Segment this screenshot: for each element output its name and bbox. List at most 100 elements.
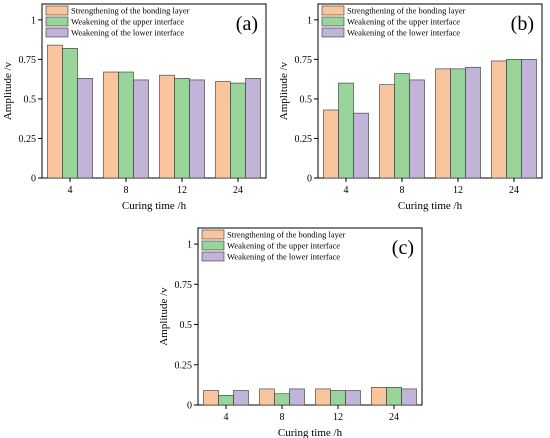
- x-tick-label: 4: [68, 185, 73, 196]
- plot-frame: [197, 227, 423, 406]
- bar-4h-series-2: [62, 47, 78, 179]
- chart-panel-a: 4 8 12 24 0 0.25 0.5 0.75 1 Curing time /h Amplitu…: [2, 3, 267, 212]
- bar-4h-series-2: [218, 395, 234, 406]
- legend-label-series-2: Weakening of the upper interface: [227, 241, 340, 251]
- bar-24h-series-3: [245, 78, 261, 179]
- bar-4h-series-1: [323, 109, 339, 179]
- x-axis-title: Curing time /h: [278, 427, 343, 438]
- bar-8h-series-2: [394, 73, 410, 179]
- legend: Strengthening of the bonding layerWeaken…: [201, 229, 346, 262]
- chart-panel-b: 4 8 12 24 0 0.25 0.5 0.75 1 Curing time /h Amplitu…: [278, 3, 543, 212]
- bar-4h-series-1: [203, 390, 219, 406]
- legend-swatch-series-1: [201, 229, 225, 240]
- bar-12h-series-1: [315, 388, 331, 406]
- legend-label-series-3: Weakening of the lower interface: [347, 28, 460, 38]
- x-tick-label: 4: [344, 185, 349, 196]
- panel-label: (b): [511, 13, 534, 35]
- y-tick-label: 0.25: [295, 134, 313, 145]
- legend-swatch-series-2: [45, 16, 69, 27]
- bar-24h-series-3: [521, 59, 537, 179]
- y-tick-label: 0.5: [300, 94, 313, 105]
- bar-8h-series-1: [259, 388, 275, 406]
- legend: Strengthening of the bonding layerWeaken…: [321, 5, 466, 38]
- bar-8h-series-3: [133, 79, 149, 179]
- plot-frame: [317, 3, 543, 179]
- legend-swatch-series-3: [45, 27, 69, 38]
- legend-swatch-series-1: [321, 5, 345, 16]
- y-axis-title: Amplitude /v: [158, 287, 170, 346]
- bar-24h-series-2: [230, 82, 246, 179]
- y-tick-label: 1: [187, 240, 192, 251]
- x-tick-label: 8: [400, 185, 405, 196]
- x-tick-label: 24: [389, 412, 399, 423]
- y-tick-label: 0: [31, 174, 36, 185]
- chart-panel-c: 4 8 12 24 0 0.25 0.5 0.75 1 Curing time /h Amplitu…: [158, 227, 423, 438]
- y-tick-label: 0.75: [175, 280, 193, 291]
- bar-12h-series-3: [465, 66, 481, 179]
- panel-label: (a): [236, 13, 258, 35]
- bar-12h-series-1: [159, 74, 175, 179]
- bar-8h-series-2: [274, 393, 290, 406]
- bar-24h-series-3: [401, 388, 417, 406]
- y-tick-label: 0.5: [180, 320, 193, 331]
- legend-swatch-series-3: [321, 27, 345, 38]
- bar-24h-series-1: [215, 81, 231, 179]
- bar-8h-series-1: [379, 84, 395, 179]
- panel-label: (c): [392, 237, 414, 259]
- bar-4h-series-2: [338, 82, 354, 179]
- bar-8h-series-1: [103, 71, 119, 179]
- bar-24h-series-1: [371, 386, 387, 406]
- bar-8h-series-3: [409, 79, 425, 179]
- x-axis-title: Curing time /h: [122, 200, 187, 212]
- bar-4h-series-1: [47, 44, 63, 179]
- bar-12h-series-2: [174, 78, 190, 179]
- x-tick-label: 12: [453, 185, 463, 196]
- x-tick-label: 8: [124, 185, 129, 196]
- legend-swatch-series-3: [201, 251, 225, 262]
- bar-12h-series-2: [330, 390, 346, 406]
- bar-4h-series-3: [77, 78, 93, 179]
- bar-4h-series-3: [233, 390, 249, 406]
- y-tick-label: 1: [307, 15, 312, 26]
- legend-label-series-2: Weakening of the upper interface: [71, 17, 184, 27]
- bar-8h-series-3: [289, 388, 305, 406]
- legend-label-series-1: Strengthening of the bonding layer: [347, 6, 466, 16]
- x-tick-label: 12: [333, 412, 343, 423]
- legend-swatch-series-2: [201, 240, 225, 251]
- y-tick-label: 0.75: [19, 55, 37, 66]
- bar-12h-series-2: [450, 68, 466, 179]
- y-tick-label: 0: [307, 174, 312, 185]
- y-tick-label: 0.25: [175, 360, 193, 371]
- bar-12h-series-1: [435, 68, 451, 179]
- x-tick-label: 12: [177, 185, 187, 196]
- plot-frame: [41, 3, 267, 179]
- x-tick-label: 4: [224, 412, 229, 423]
- legend: Strengthening of the bonding layerWeaken…: [45, 5, 190, 38]
- y-axis-title: Amplitude /v: [278, 61, 290, 120]
- bar-8h-series-2: [118, 71, 134, 179]
- legend-label-series-2: Weakening of the upper interface: [347, 17, 460, 27]
- bar-24h-series-1: [491, 60, 507, 179]
- bar-24h-series-2: [506, 59, 522, 179]
- bar-12h-series-3: [345, 390, 361, 406]
- y-tick-label: 0: [187, 401, 192, 412]
- bar-12h-series-3: [189, 79, 205, 179]
- y-axis-title: Amplitude /v: [2, 61, 14, 120]
- legend-label-series-3: Weakening of the lower interface: [227, 252, 340, 262]
- x-tick-label: 8: [280, 412, 285, 423]
- y-tick-label: 0.25: [19, 134, 37, 145]
- y-tick-label: 0.75: [295, 55, 313, 66]
- x-axis-title: Curing time /h: [398, 200, 463, 212]
- legend-label-series-1: Strengthening of the bonding layer: [71, 6, 190, 16]
- bar-4h-series-3: [353, 112, 369, 179]
- legend-swatch-series-2: [321, 16, 345, 27]
- legend-label-series-3: Weakening of the lower interface: [71, 28, 184, 38]
- bar-24h-series-2: [386, 386, 402, 406]
- y-tick-label: 0.5: [24, 94, 37, 105]
- x-tick-label: 24: [509, 185, 519, 196]
- y-tick-label: 1: [31, 15, 36, 26]
- legend-label-series-1: Strengthening of the bonding layer: [227, 230, 346, 240]
- x-tick-label: 24: [233, 185, 243, 196]
- legend-swatch-series-1: [45, 5, 69, 16]
